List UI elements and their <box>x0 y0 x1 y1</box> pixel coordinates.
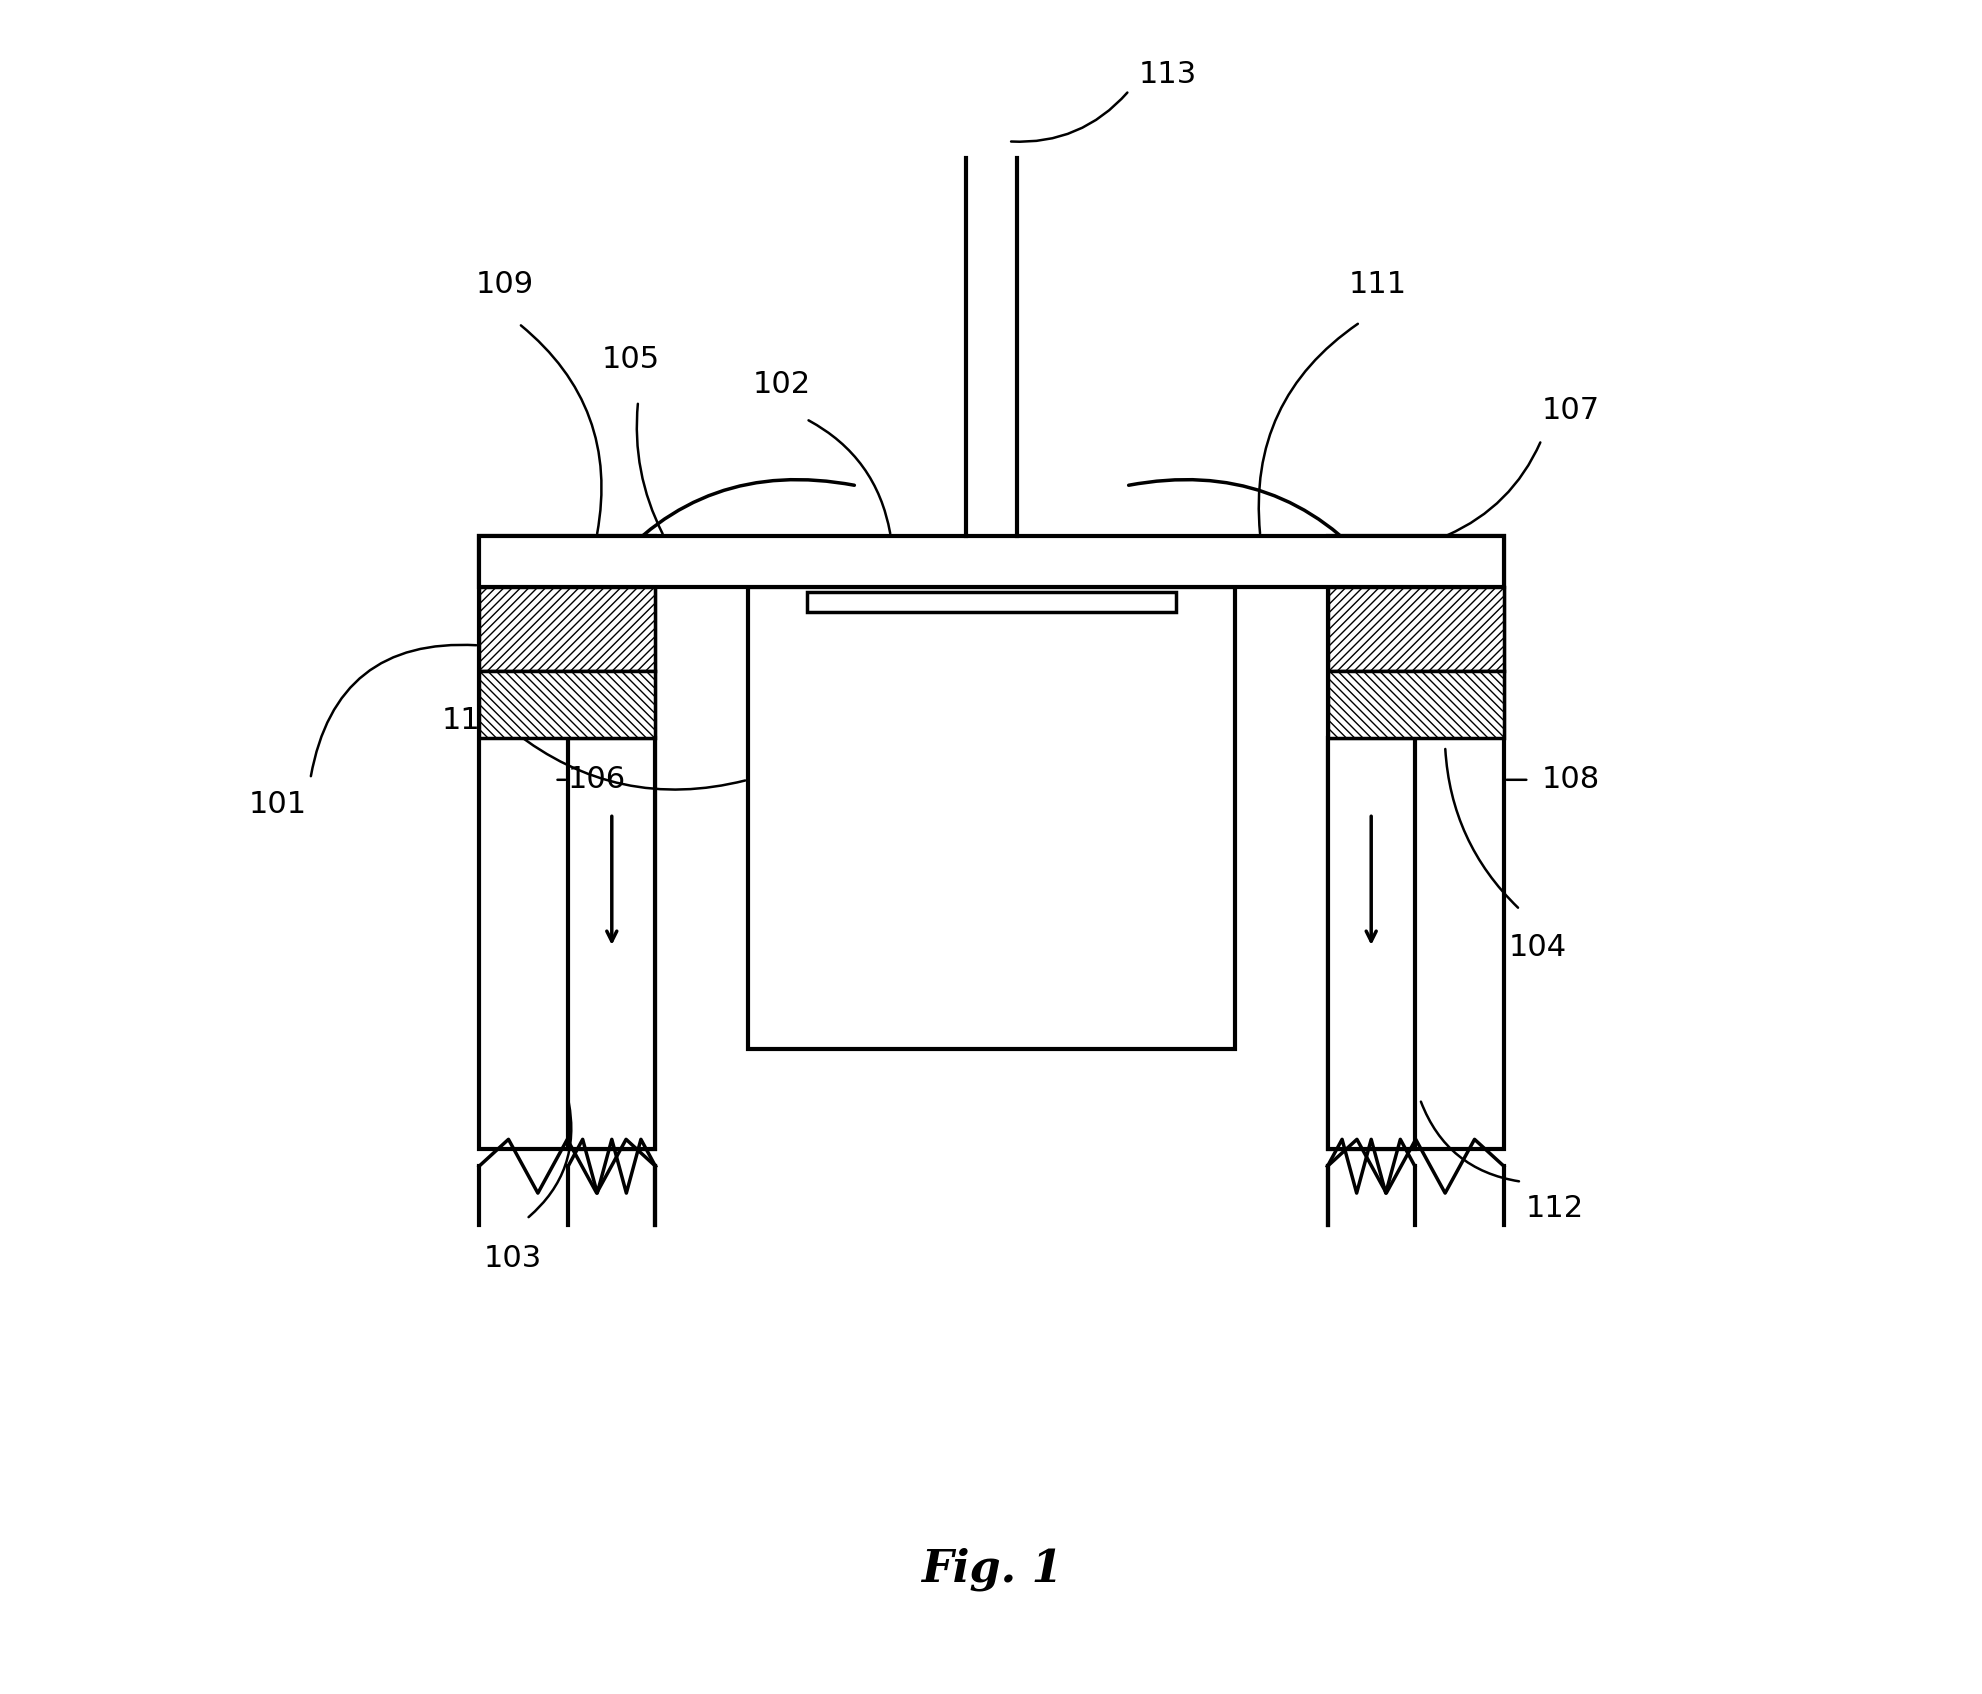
Text: Fig. 1: Fig. 1 <box>920 1548 1062 1591</box>
Bar <box>1326 586 1502 671</box>
Text: 112: 112 <box>1524 1194 1582 1223</box>
Bar <box>1326 739 1415 1150</box>
Text: 108: 108 <box>1542 766 1599 794</box>
Text: 102: 102 <box>751 371 811 400</box>
Bar <box>747 586 1235 1049</box>
Text: 104: 104 <box>1508 933 1566 962</box>
Bar <box>807 591 1175 612</box>
Text: 105: 105 <box>601 346 658 374</box>
Text: 113: 113 <box>1138 59 1197 88</box>
Bar <box>480 537 656 1150</box>
Text: 103: 103 <box>484 1243 541 1274</box>
Bar <box>1326 671 1502 739</box>
Bar <box>480 537 1502 586</box>
Text: 109: 109 <box>476 269 533 298</box>
Text: 111: 111 <box>1348 269 1407 298</box>
Text: 110: 110 <box>442 706 499 735</box>
Text: 107: 107 <box>1542 396 1599 425</box>
Text: 106: 106 <box>567 766 626 794</box>
Bar <box>480 586 656 671</box>
Text: 101: 101 <box>248 791 307 820</box>
Bar <box>1326 537 1502 1150</box>
Bar <box>567 739 656 1150</box>
Bar <box>480 671 656 739</box>
